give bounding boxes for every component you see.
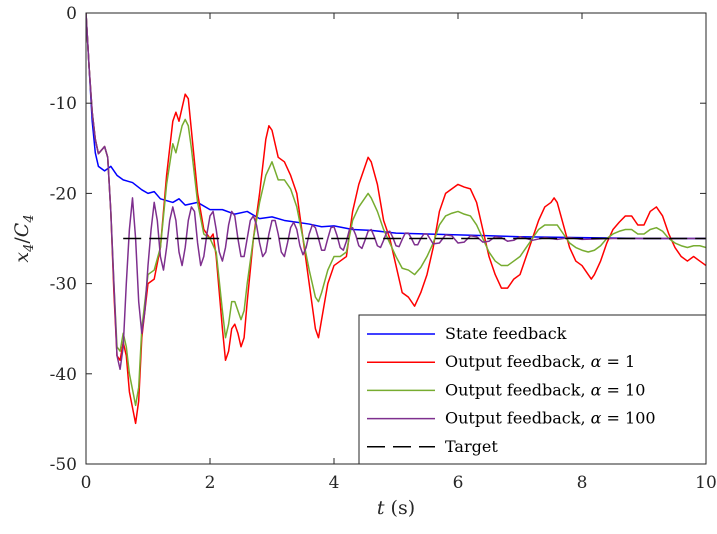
x-tick-label: 4 bbox=[329, 473, 340, 493]
series-group bbox=[86, 13, 706, 425]
series-line-3 bbox=[86, 13, 706, 371]
x-axis-label-symbol: t bbox=[377, 497, 385, 519]
x-tick-label: 6 bbox=[453, 473, 464, 493]
series-line-2 bbox=[86, 13, 706, 407]
y-axis-label-part: 4 bbox=[22, 244, 37, 253]
x-axis-label-unit: (s) bbox=[391, 497, 416, 519]
y-axis-label-part: C bbox=[11, 222, 33, 237]
y-tick-label: -40 bbox=[50, 365, 77, 385]
series-line-0 bbox=[86, 13, 706, 240]
legend-label-4: Target bbox=[445, 437, 498, 456]
legend: State feedback Output feedback, α = 1 Outp… bbox=[358, 314, 707, 465]
x-tick-label: 8 bbox=[577, 473, 588, 493]
legend-label-3: Output feedback, α = 100 bbox=[445, 409, 656, 428]
legend-label-2: Output feedback, α = 10 bbox=[445, 380, 645, 399]
legend-box bbox=[358, 314, 707, 465]
y-tick-label: -20 bbox=[50, 184, 77, 204]
y-tick-label: 0 bbox=[66, 4, 77, 24]
y-tick-label: -50 bbox=[50, 455, 77, 475]
y-tick-label: -30 bbox=[50, 275, 77, 295]
x-tick-label: 10 bbox=[695, 473, 717, 493]
y-axis: 0 -10 -20 -30 -40 -50 bbox=[50, 4, 706, 475]
x-axis: 0 2 4 6 8 10 bbox=[81, 13, 717, 493]
y-axis-label-part: / bbox=[11, 237, 33, 244]
x-tick-label: 2 bbox=[205, 473, 216, 493]
y-axis-label: x4/C4 bbox=[11, 214, 37, 262]
x-axis-label: t (s) bbox=[377, 497, 415, 519]
x-tick-label: 0 bbox=[81, 473, 92, 493]
y-axis-label-part: x bbox=[11, 252, 33, 263]
legend-label-0: State feedback bbox=[445, 324, 567, 343]
y-axis-label-part: 4 bbox=[22, 214, 37, 223]
legend-label-1: Output feedback, α = 1 bbox=[445, 352, 635, 371]
y-tick-label: -10 bbox=[50, 94, 77, 114]
